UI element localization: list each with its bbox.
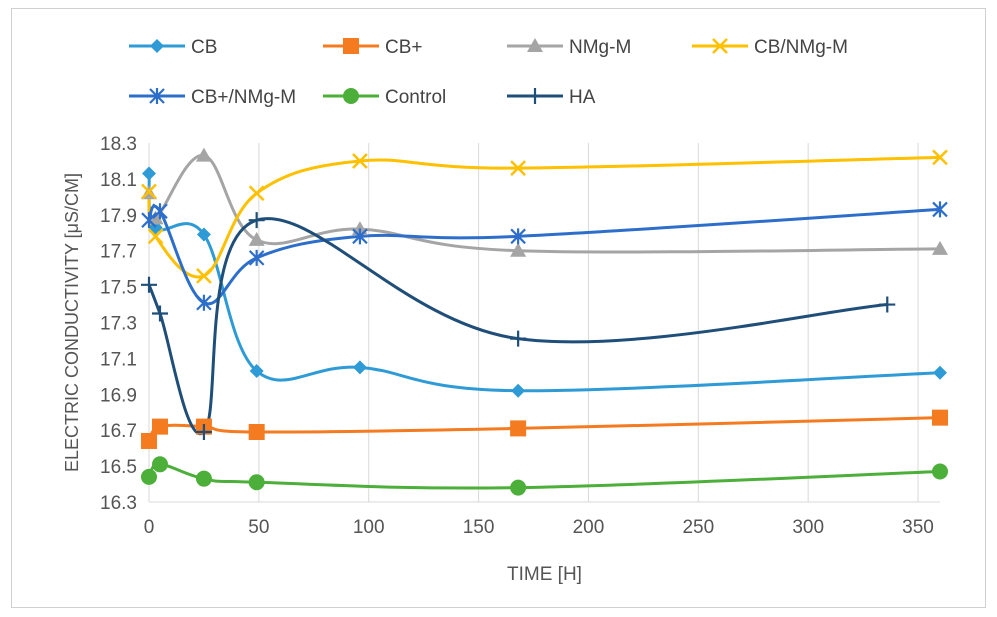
data-point-cb-nmg-m [147, 228, 164, 245]
data-point-ha [879, 296, 896, 313]
y-tick-label: 17.9 [100, 206, 137, 227]
series-lines [147, 154, 941, 490]
legend-label: HA [569, 87, 596, 108]
data-point-nmg-m [195, 147, 212, 162]
series-line-control [147, 462, 941, 490]
legend-marker [343, 38, 359, 54]
data-point-control [141, 468, 157, 485]
data-point-cb-nmg-m [352, 228, 368, 245]
y-axis-title: ELECTRIC CONDUCTIVITY [μS/CM] [62, 173, 82, 472]
legend-marker [343, 88, 359, 104]
legend-entry-cb-nmg-m: CB+/NMg-M [129, 87, 296, 108]
legend-label: NMg-M [569, 37, 631, 58]
legend-entry-cb-nmg-m: CB/NMg-M [692, 37, 848, 58]
data-point-nmg-m [932, 240, 948, 255]
legend-label: Control [385, 87, 446, 108]
data-point-cb [141, 432, 157, 449]
data-point-cb [933, 365, 947, 380]
y-tick-label: 17.7 [100, 242, 137, 263]
legend-marker [527, 38, 543, 52]
data-point-nmg-m [147, 210, 164, 225]
series-line-nmg-m [147, 154, 941, 254]
legend-entry-cb: CB [129, 37, 217, 58]
gridlines [148, 143, 940, 503]
line-chart: CB CB+ NMg-M CB/NMg-M CB+/NMg-M Control HA 16.… [62, 37, 948, 585]
x-axis-ticks: 0 50 100 150 200 250 300 350 [144, 517, 934, 538]
data-point-cb-nmg-m [248, 185, 265, 202]
data-point-ha [141, 276, 157, 293]
legend-marker [150, 39, 164, 53]
legend-marker [149, 88, 165, 104]
legend: CB CB+ NMg-M CB/NMg-M CB+/NMg-M Control HA [129, 37, 848, 108]
y-tick-label: 17.3 [100, 314, 137, 335]
x-tick-label: 250 [682, 517, 714, 538]
x-tick-label: 100 [353, 517, 385, 538]
legend-label: CB+/NMg-M [191, 87, 296, 108]
y-axis-ticks: 16.3 16.5 16.7 16.9 17.1 17.3 17.5 17.7 17.9 18.1… [100, 134, 137, 514]
data-point-control [248, 474, 265, 491]
data-point-control [151, 456, 168, 473]
x-tick-label: 50 [248, 517, 269, 538]
chart-frame: CB CB+ NMg-M CB/NMg-M CB+/NMg-M Control HA 16.… [11, 8, 986, 608]
legend-marker [712, 38, 728, 54]
y-tick-label: 16.7 [100, 421, 137, 442]
data-point-cb-nmg-m [141, 212, 157, 229]
x-tick-label: 150 [463, 517, 495, 538]
x-tick-label: 0 [144, 517, 155, 538]
data-point-ha [151, 305, 168, 322]
series-line-cb [147, 416, 941, 442]
series-line-cb [147, 173, 941, 393]
series-markers [141, 147, 948, 496]
y-tick-label: 18.3 [100, 134, 137, 155]
data-point-cb [932, 409, 948, 426]
data-point-cb-nmg-m [932, 201, 948, 218]
y-tick-label: 16.5 [100, 457, 137, 478]
y-tick-label: 16.3 [100, 493, 137, 514]
data-point-cb-nmg-m [932, 149, 948, 166]
data-point-cb [249, 363, 264, 378]
y-tick-label: 17.1 [100, 349, 137, 370]
legend-entry-ha: HA [507, 87, 596, 108]
data-point-nmg-m [510, 242, 527, 257]
data-point-ha [248, 212, 265, 229]
data-point-control [510, 479, 527, 496]
data-point-ha [510, 330, 527, 347]
data-point-nmg-m [248, 231, 265, 246]
data-point-cb [352, 360, 367, 375]
data-point-cb [196, 227, 211, 242]
data-point-cb-nmg-m [141, 183, 157, 200]
data-point-cb-nmg-m [196, 267, 212, 284]
legend-entry-nmg-m: NMg-M [507, 37, 631, 58]
data-point-cb-nmg-m [152, 203, 168, 220]
data-point-cb [248, 423, 265, 440]
series-line-cb-nmg-m [147, 155, 941, 279]
data-point-cb-nmg-m [510, 228, 526, 245]
data-point-cb [511, 383, 526, 398]
legend-label: CB/NMg-M [754, 37, 848, 58]
data-point-control [195, 470, 212, 487]
data-point-cb [510, 420, 527, 437]
data-point-cb [151, 418, 168, 435]
legend-label: CB [191, 37, 217, 58]
legend-label: CB+ [385, 37, 423, 58]
data-point-control [932, 463, 948, 480]
data-point-ha [195, 423, 212, 440]
x-tick-label: 350 [902, 517, 934, 538]
y-tick-label: 18.1 [100, 170, 137, 191]
data-point-cb-nmg-m [248, 249, 265, 266]
data-point-cb-nmg-m [510, 160, 527, 177]
y-tick-label: 17.5 [100, 278, 137, 299]
y-tick-label: 16.9 [100, 385, 137, 406]
data-point-cb-nmg-m [352, 153, 368, 169]
x-tick-label: 200 [573, 517, 605, 538]
x-tick-label: 300 [792, 517, 824, 538]
data-point-cb-nmg-m [196, 294, 212, 311]
legend-entry-control: Control [323, 87, 446, 108]
data-point-cb [142, 166, 156, 181]
series-line-cb-nmg-m [147, 204, 941, 306]
legend-entry-cb: CB+ [323, 37, 423, 58]
legend-marker [527, 88, 543, 104]
x-axis-title: TIME [H] [507, 564, 582, 585]
